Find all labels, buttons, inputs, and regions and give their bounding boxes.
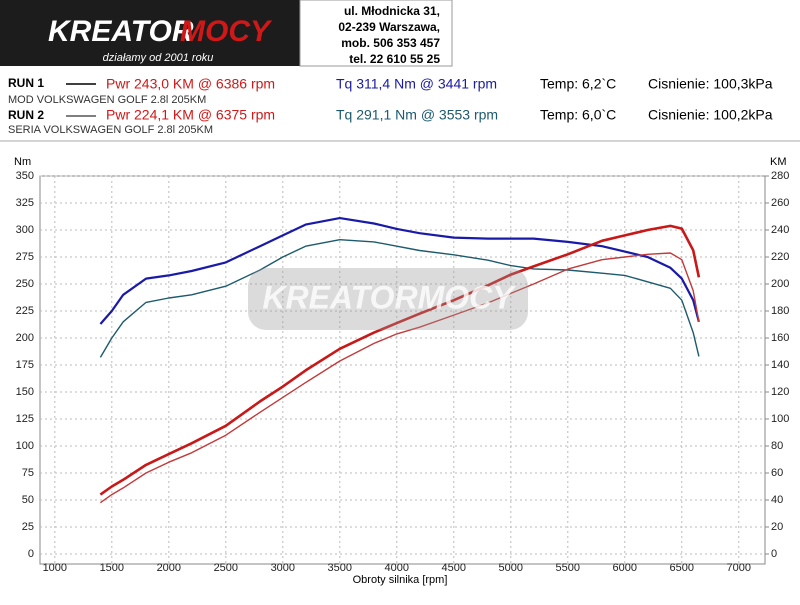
y2-tick-label: 280 xyxy=(771,170,789,182)
y-tick-label: 50 xyxy=(22,494,34,506)
run-temp: Temp: 6,0`C xyxy=(540,107,616,123)
address-line: tel. 22 610 55 25 xyxy=(349,52,440,66)
y-tick-label: 75 xyxy=(22,467,34,479)
x-tick-label: 5500 xyxy=(556,562,580,574)
y2-tick-label: 160 xyxy=(771,332,789,344)
address-line: mob. 506 353 457 xyxy=(341,36,440,50)
x-tick-label: 1500 xyxy=(100,562,124,574)
y2-axis-label: KM xyxy=(770,156,787,168)
y-tick-label: 225 xyxy=(16,305,34,317)
y2-tick-label: 40 xyxy=(771,494,783,506)
curve xyxy=(99,224,701,496)
y-tick-label: 25 xyxy=(22,521,34,533)
y-tick-label: 0 xyxy=(28,548,34,560)
y-tick-label: 125 xyxy=(16,413,34,425)
y2-tick-label: 260 xyxy=(771,197,789,209)
run-description: MOD VOLKSWAGEN GOLF 2.8l 205KM xyxy=(8,94,206,106)
y2-tick-label: 240 xyxy=(771,224,789,236)
x-tick-label: 4000 xyxy=(385,562,409,574)
x-tick-label: 5000 xyxy=(499,562,523,574)
address-line: ul. Młodnicka 31, xyxy=(344,4,440,18)
curve xyxy=(99,252,700,504)
y-tick-label: 200 xyxy=(16,332,34,344)
x-tick-label: 2000 xyxy=(157,562,181,574)
y-tick-label: 350 xyxy=(16,170,34,182)
run-temp: Temp: 6,2`C xyxy=(540,76,616,92)
y-tick-label: 175 xyxy=(16,359,34,371)
x-tick-label: 2500 xyxy=(214,562,238,574)
run-label: RUN 1 xyxy=(8,76,44,90)
y2-tick-label: 140 xyxy=(771,359,789,371)
plot: 0255075100125150175200225250275300325350… xyxy=(16,170,790,574)
y-tick-label: 250 xyxy=(16,278,34,290)
y-axis-label: Nm xyxy=(14,156,31,168)
y-tick-label: 325 xyxy=(16,197,34,209)
y2-tick-label: 200 xyxy=(771,278,789,290)
y-tick-label: 300 xyxy=(16,224,34,236)
x-tick-label: 4500 xyxy=(442,562,466,574)
curve xyxy=(99,239,700,358)
slogan: działamy od 2001 roku xyxy=(103,52,214,64)
y2-tick-label: 120 xyxy=(771,386,789,398)
y2-tick-label: 0 xyxy=(771,548,777,560)
y-tick-label: 150 xyxy=(16,386,34,398)
y2-tick-label: 100 xyxy=(771,413,789,425)
y2-tick-label: 60 xyxy=(771,467,783,479)
y-tick-label: 275 xyxy=(16,251,34,263)
logo-box xyxy=(0,0,300,66)
run-description: SERIA VOLKSWAGEN GOLF 2.8l 205KM xyxy=(8,124,213,136)
watermark-box xyxy=(248,268,528,330)
curve xyxy=(99,217,700,325)
y-tick-label: 100 xyxy=(16,440,34,452)
x-tick-label: 6000 xyxy=(613,562,637,574)
logo-word: KREATOR xyxy=(48,15,194,48)
y2-tick-label: 180 xyxy=(771,305,789,317)
run-power: Pwr 224,1 KM @ 6375 rpm xyxy=(106,107,275,123)
address-line: 02-239 Warszawa, xyxy=(338,20,440,34)
plot-frame xyxy=(39,175,766,565)
run-power: Pwr 243,0 KM @ 6386 rpm xyxy=(106,76,275,92)
logo-word: MOCY xyxy=(180,15,273,48)
run-label: RUN 2 xyxy=(8,108,44,122)
run-torque: Tq 311,4 Nm @ 3441 rpm xyxy=(336,76,497,92)
watermark: KREATORMOCY xyxy=(262,279,516,315)
x-tick-label: 7000 xyxy=(727,562,751,574)
x-tick-label: 3000 xyxy=(271,562,295,574)
x-tick-label: 6500 xyxy=(670,562,694,574)
run-pressure: Cisnienie: 100,2kPa xyxy=(648,107,773,123)
y2-tick-label: 20 xyxy=(771,521,783,533)
run-pressure: Cisnienie: 100,3kPa xyxy=(648,76,773,92)
x-tick-label: 1000 xyxy=(43,562,67,574)
run-torque: Tq 291,1 Nm @ 3553 rpm xyxy=(336,107,498,123)
x-axis-label: Obroty silnika [rpm] xyxy=(353,574,448,586)
y2-tick-label: 80 xyxy=(771,440,783,452)
address-box xyxy=(299,0,453,67)
x-tick-label: 3500 xyxy=(328,562,352,574)
y2-tick-label: 220 xyxy=(771,251,789,263)
